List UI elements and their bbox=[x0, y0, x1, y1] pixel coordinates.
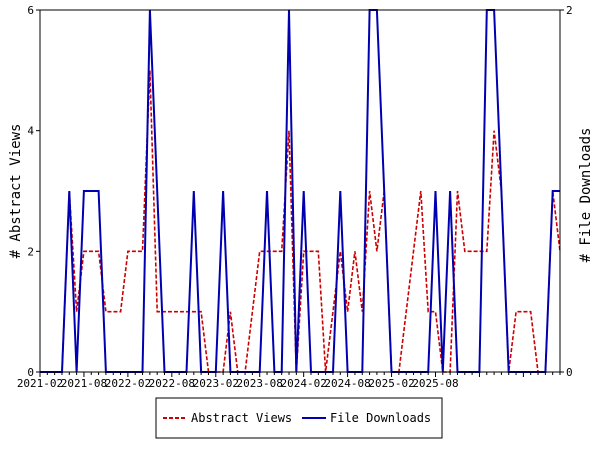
y-tick-label-left: 0 bbox=[27, 366, 34, 379]
plot-frame bbox=[39, 9, 561, 373]
axis-layer: 0246022021-022021-082022-022022-082023-0… bbox=[17, 4, 573, 390]
x-tick-label: 2023-02 bbox=[193, 377, 239, 390]
y-axis-left-title: # Abstract Views bbox=[8, 124, 24, 259]
y-tick-label-left: 6 bbox=[27, 4, 34, 17]
y-tick-label-right: 0 bbox=[566, 366, 573, 379]
x-tick-label: 2025-02 bbox=[368, 377, 414, 390]
x-tick-label: 2024-02 bbox=[280, 377, 326, 390]
x-tick-label: 2025-08 bbox=[412, 377, 458, 390]
x-tick-label: 2024-08 bbox=[324, 377, 370, 390]
x-tick-label: 2022-02 bbox=[105, 377, 151, 390]
legend-box bbox=[155, 397, 443, 439]
legend-label-abstract-views: Abstract Views bbox=[191, 411, 292, 425]
x-tick-label: 2023-08 bbox=[237, 377, 283, 390]
x-tick-label: 2021-08 bbox=[61, 377, 107, 390]
x-tick-label: 2022-08 bbox=[149, 377, 195, 390]
legend-label-file-downloads: File Downloads bbox=[330, 411, 431, 425]
series-line-abstract-views bbox=[40, 70, 561, 373]
y-axis-right-title: # File Downloads bbox=[578, 128, 594, 263]
plot-area bbox=[40, 10, 560, 372]
legend: Abstract Views File Downloads bbox=[155, 397, 443, 439]
x-tick-label: 2021-02 bbox=[17, 377, 63, 390]
y-tick-label-left: 4 bbox=[27, 125, 34, 138]
y-tick-label-right: 2 bbox=[566, 4, 573, 17]
y-tick-label-left: 2 bbox=[27, 245, 34, 258]
